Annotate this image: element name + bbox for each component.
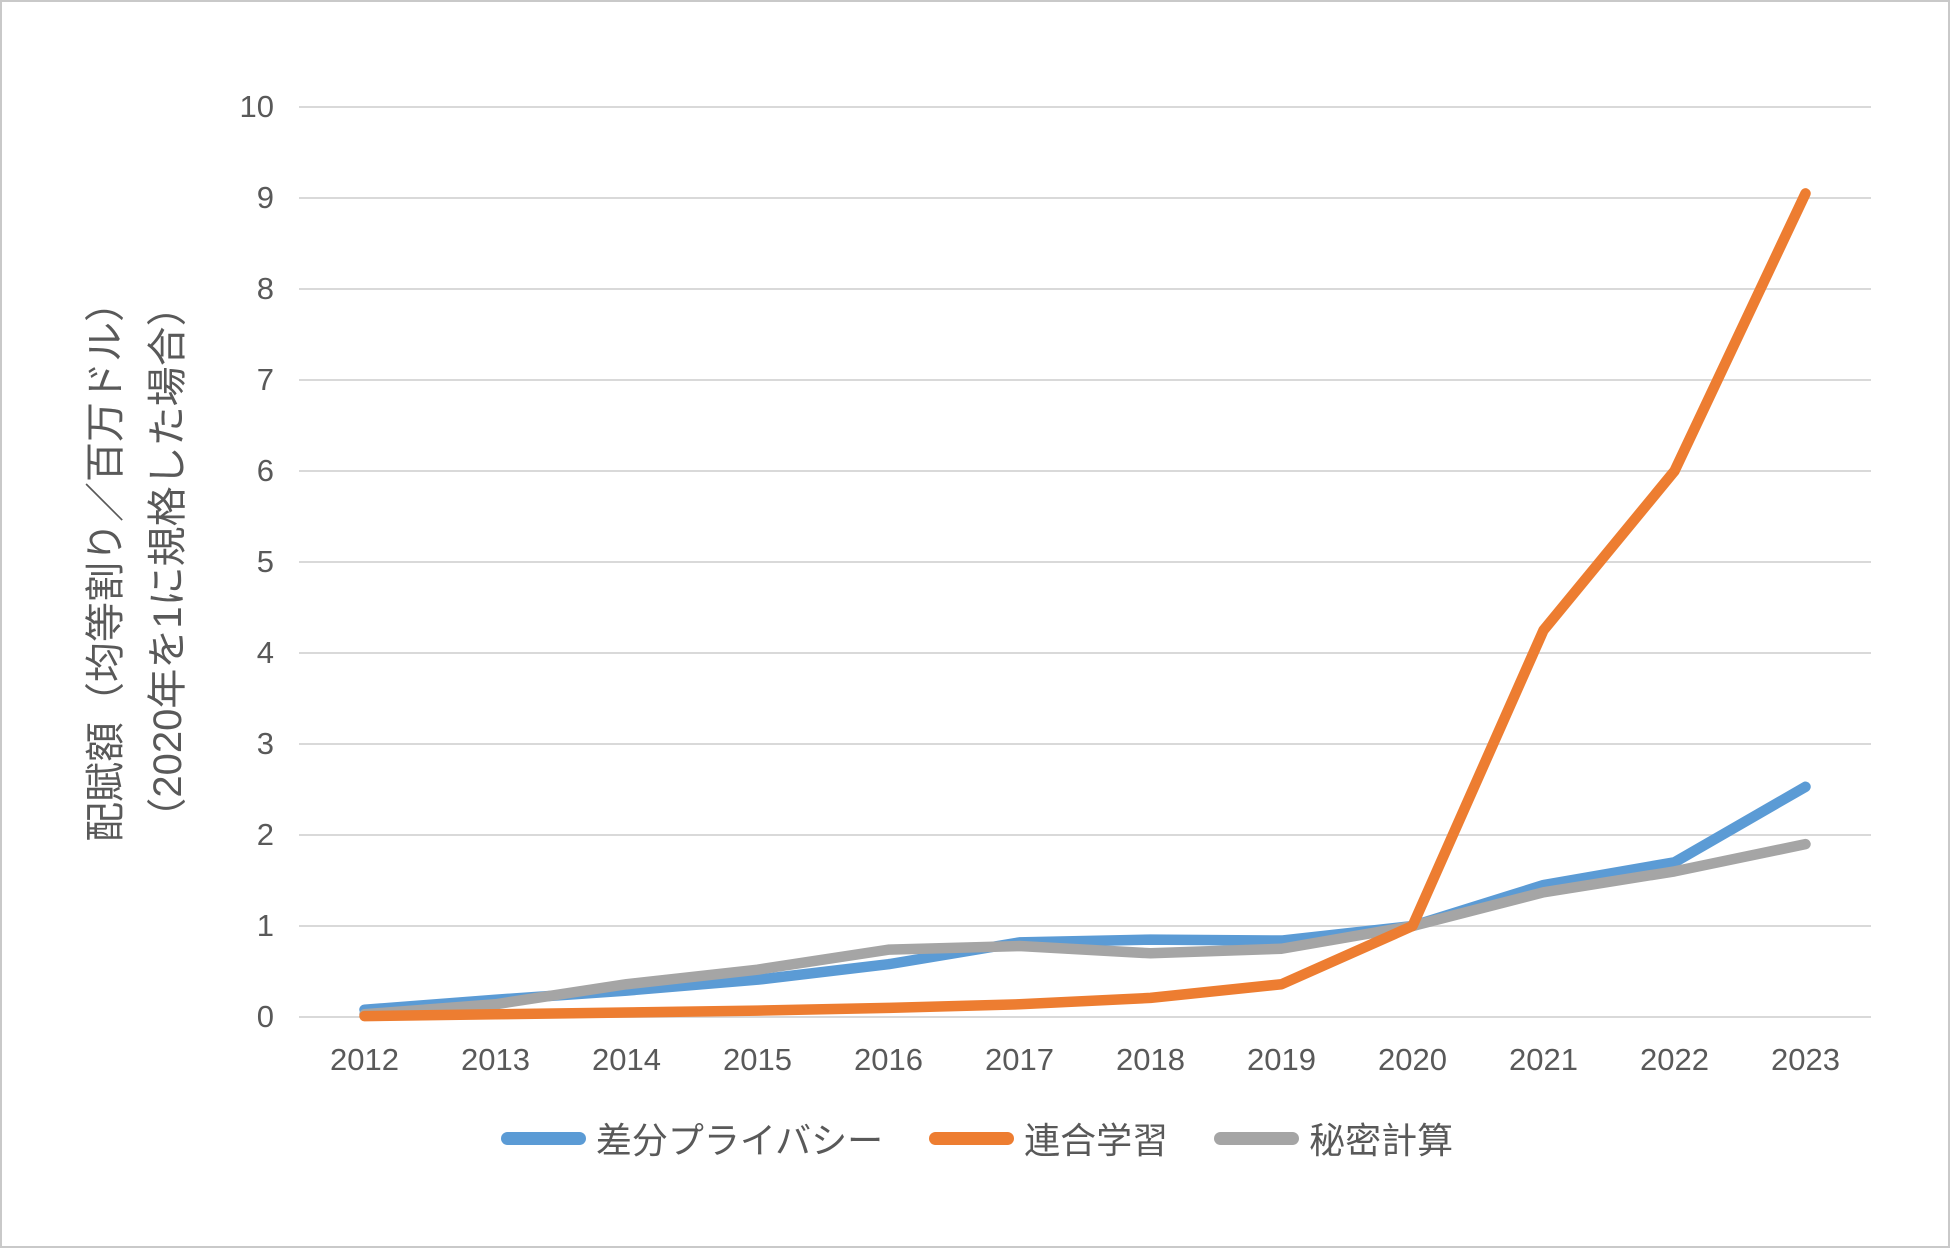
series-line-連合学習 [359, 188, 1811, 1022]
y-tick-label: 1 [256, 908, 274, 943]
y-tick-label: 4 [256, 635, 274, 670]
y-tick-label: 3 [256, 726, 274, 761]
legend-item-secure-computation: 秘密計算 [1214, 1112, 1453, 1164]
legend-label: 差分プライバシー [595, 1120, 884, 1161]
x-tick-label: 2019 [1247, 1042, 1316, 1077]
y-tick-label: 5 [256, 544, 274, 579]
plot-area [299, 106, 1871, 1022]
y-axis-tick-labels: 0 1 2 3 4 5 6 7 8 9 10 [2, 2, 274, 1246]
y-tick-label: 8 [256, 271, 274, 306]
legend-item-federated-learning: 連合学習 [929, 1112, 1168, 1164]
x-tick-label: 2021 [1509, 1042, 1578, 1077]
legend: 差分プライバシー 連合学習 秘密計算 [2, 1112, 1948, 1164]
x-tick-label: 2018 [1116, 1042, 1185, 1077]
x-tick-label: 2020 [1378, 1042, 1447, 1077]
x-tick-label: 2017 [985, 1042, 1054, 1077]
legend-label: 秘密計算 [1309, 1120, 1454, 1161]
legend-line-swatch-gray [1214, 1131, 1300, 1145]
series-line-差分プライバシー [359, 781, 1811, 1015]
y-tick-label: 10 [239, 89, 274, 124]
y-tick-label: 6 [256, 453, 274, 488]
x-tick-label: 2012 [330, 1042, 399, 1077]
x-tick-label: 2016 [854, 1042, 923, 1077]
series-line-秘密計算 [359, 838, 1811, 1020]
legend-label: 連合学習 [1024, 1120, 1169, 1161]
x-tick-label: 2014 [592, 1042, 661, 1077]
legend-line-swatch-orange [929, 1131, 1015, 1145]
y-tick-label: 2 [256, 817, 274, 852]
x-tick-label: 2013 [461, 1042, 530, 1077]
legend-item-differential-privacy: 差分プライバシー [500, 1112, 884, 1164]
x-tick-label: 2022 [1640, 1042, 1709, 1077]
x-tick-label: 2015 [723, 1042, 792, 1077]
y-tick-label: 7 [256, 362, 274, 397]
line-chart-svg [299, 106, 1871, 1022]
x-tick-label: 2023 [1771, 1042, 1840, 1077]
x-axis-tick-labels: 2012 2013 2014 2015 2016 2017 2018 2019 2020 2021… [2, 1040, 1948, 1090]
legend-line-swatch-blue [500, 1131, 586, 1145]
y-tick-label: 0 [256, 999, 274, 1034]
y-tick-label: 9 [256, 180, 274, 215]
